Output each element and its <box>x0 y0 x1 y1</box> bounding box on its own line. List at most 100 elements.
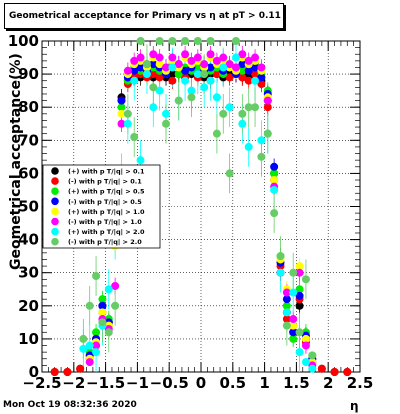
data-point <box>200 83 209 92</box>
data-point <box>136 156 145 165</box>
data-point <box>149 83 158 92</box>
data-point <box>76 364 85 373</box>
data-point <box>123 109 132 118</box>
data-point <box>282 321 291 330</box>
y-tick-label: 70 <box>18 131 39 149</box>
data-point <box>301 358 310 367</box>
data-point <box>270 185 279 194</box>
x-tick-label: −1.5 <box>86 374 125 392</box>
data-point <box>295 291 304 300</box>
data-point <box>257 73 266 82</box>
x-tick-label: 0.5 <box>220 374 247 392</box>
data-point <box>85 358 94 367</box>
data-point <box>162 109 171 118</box>
data-point <box>142 70 151 79</box>
data-point <box>295 328 304 337</box>
data-point <box>282 295 291 304</box>
data-point <box>317 364 326 373</box>
data-point <box>212 56 221 65</box>
data-point <box>123 66 132 75</box>
data-point <box>219 109 228 118</box>
data-point <box>343 368 352 376</box>
data-point <box>238 119 247 128</box>
data-point <box>251 70 260 79</box>
data-point <box>244 56 253 65</box>
data-point <box>92 348 101 357</box>
data-point <box>212 129 221 138</box>
data-point <box>200 60 209 69</box>
data-point <box>187 56 196 65</box>
legend-box <box>42 164 161 249</box>
data-point <box>92 328 101 337</box>
data-point <box>301 275 310 284</box>
data-point <box>276 268 285 277</box>
data-point <box>263 103 272 112</box>
data-point <box>238 73 247 82</box>
chart-title: Geometrical acceptance for Primary vs η … <box>4 3 284 29</box>
y-tick-label: 90 <box>18 65 39 83</box>
data-point <box>187 86 196 95</box>
x-tick-label: 1 <box>259 374 269 392</box>
data-point <box>295 301 304 310</box>
data-point <box>251 76 260 85</box>
data-point <box>104 285 113 294</box>
data-point <box>289 288 298 297</box>
data-point <box>123 119 132 128</box>
data-point <box>155 37 164 45</box>
data-point <box>117 119 126 128</box>
data-point <box>92 272 101 281</box>
data-point <box>193 70 202 79</box>
y-tick-labels: 0 10 20 30 40 50 60 70 80 90 100 <box>8 32 39 381</box>
data-point <box>263 129 272 138</box>
data-point <box>295 285 304 294</box>
data-point <box>295 268 304 277</box>
data-points <box>50 37 352 376</box>
data-point <box>238 66 247 75</box>
legend-marker <box>51 217 59 226</box>
legend-marker <box>51 167 59 175</box>
data-point <box>181 76 190 85</box>
x-axis-title: η <box>350 399 359 413</box>
data-point <box>85 301 94 310</box>
data-point <box>206 63 215 72</box>
data-point <box>168 70 177 79</box>
x-tick-labels: −2.5 −2 −1.5 −1 −0.5 0 0.5 1 1.5 2 2.5 <box>22 374 373 392</box>
data-point <box>193 63 202 72</box>
data-point <box>219 53 228 62</box>
data-point <box>270 209 279 218</box>
legend-label: (-) with p T/|q| > 2.0 <box>68 238 142 247</box>
data-point <box>330 368 339 376</box>
data-point <box>276 252 285 261</box>
data-point <box>225 169 234 178</box>
data-point <box>206 37 215 45</box>
data-point <box>98 295 107 304</box>
data-point <box>162 63 171 72</box>
y-tick-label: 0 <box>29 363 39 381</box>
data-point <box>92 341 101 350</box>
data-point <box>251 63 260 72</box>
data-point <box>225 103 234 112</box>
footer-timestamp: Mon Oct 19 08:32:36 2020 <box>3 400 137 410</box>
data-point <box>174 60 183 69</box>
x-tick-label: 2 <box>323 374 333 392</box>
legend-marker <box>51 207 59 216</box>
x-tick-label: −1 <box>126 374 149 392</box>
data-point <box>257 63 266 72</box>
data-point <box>155 86 164 95</box>
data-point <box>212 70 221 79</box>
data-point <box>244 76 253 85</box>
legend: (+) with p T/|q| > 0.1(-) with p T/|q| >… <box>42 164 161 249</box>
data-point <box>289 268 298 277</box>
axis-ticks <box>41 40 361 373</box>
x-tick-label: −0.5 <box>150 374 189 392</box>
data-point <box>162 119 171 128</box>
data-point <box>155 60 164 69</box>
data-point <box>98 318 107 327</box>
y-tick-label: 50 <box>18 198 39 216</box>
y-tick-label: 40 <box>18 231 39 249</box>
data-point <box>301 341 310 350</box>
data-point <box>270 176 279 185</box>
data-point <box>289 334 298 343</box>
y-tick-label: 60 <box>18 164 39 182</box>
legend-marker <box>51 237 59 246</box>
